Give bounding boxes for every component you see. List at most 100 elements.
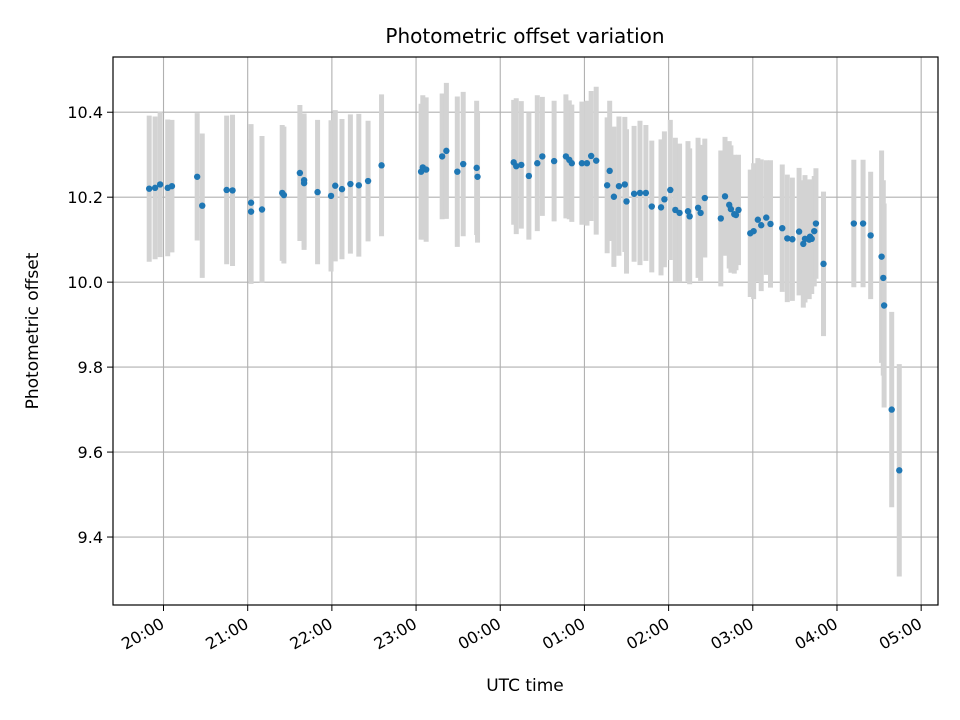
data-point	[603, 182, 611, 189]
data-point	[686, 213, 693, 220]
y-tick-label: 9.6	[78, 443, 103, 462]
data-point	[623, 198, 630, 205]
data-point	[878, 253, 885, 260]
data-point	[767, 220, 774, 228]
y-tick-label: 10.2	[67, 188, 103, 207]
data-point	[550, 157, 558, 165]
data-point	[661, 196, 668, 203]
data-point	[763, 214, 770, 221]
data-point	[223, 186, 230, 194]
data-point	[717, 215, 725, 222]
data-point	[697, 209, 704, 217]
data-point	[880, 274, 887, 282]
data-point	[518, 161, 525, 169]
data-point	[193, 173, 201, 180]
data-point	[229, 187, 236, 194]
data-point	[657, 204, 665, 211]
data-point	[750, 227, 757, 235]
y-tick-label: 10.4	[67, 103, 103, 122]
data-point	[378, 162, 385, 169]
data-point	[636, 189, 644, 197]
data-point	[438, 153, 446, 160]
data-point	[610, 193, 618, 200]
data-point	[587, 152, 595, 160]
data-point	[422, 166, 430, 173]
data-point	[735, 206, 742, 214]
y-tick-label: 9.8	[78, 358, 103, 377]
data-point	[314, 188, 321, 196]
data-point	[630, 190, 638, 197]
data-point	[247, 208, 255, 215]
data-point	[296, 169, 304, 177]
data-point	[784, 235, 791, 242]
data-point	[888, 406, 895, 413]
data-point	[156, 181, 164, 188]
data-point	[258, 206, 266, 213]
data-point	[578, 160, 586, 167]
data-point	[684, 208, 692, 215]
data-point	[332, 182, 339, 189]
data-point	[568, 160, 576, 167]
data-point	[583, 160, 591, 167]
data-point	[474, 173, 481, 180]
data-point	[694, 204, 702, 212]
data-point	[151, 184, 159, 192]
data-point	[168, 182, 176, 190]
data-point	[364, 177, 372, 185]
data-point	[443, 147, 450, 155]
data-point	[525, 172, 533, 180]
data-point	[454, 168, 461, 175]
data-point	[460, 160, 467, 168]
data-point	[513, 162, 520, 170]
data-point	[615, 182, 623, 190]
chart-title: Photometric offset variation	[385, 24, 664, 48]
data-point	[300, 179, 308, 187]
data-point	[247, 199, 255, 206]
data-point	[621, 181, 629, 188]
data-point	[779, 224, 786, 232]
data-point	[648, 203, 655, 210]
data-point	[721, 193, 729, 200]
data-point	[667, 186, 674, 194]
data-point	[896, 467, 903, 474]
y-tick-label: 10.0	[67, 273, 103, 292]
data-point	[539, 153, 546, 160]
y-axis: 9.4 9.6 9.8 10.0 10.2 10.4	[67, 103, 113, 547]
data-point	[800, 240, 807, 248]
y-tick-label: 9.4	[78, 528, 103, 547]
data-point	[701, 194, 709, 202]
data-point	[850, 220, 858, 227]
data-point	[145, 185, 153, 192]
data-point	[812, 220, 820, 227]
data-point	[534, 160, 541, 167]
data-point	[327, 192, 335, 200]
data-point	[338, 185, 346, 193]
data-point	[676, 209, 683, 217]
data-point	[473, 164, 480, 172]
data-point	[727, 205, 735, 213]
data-point	[754, 216, 762, 223]
data-point	[867, 232, 874, 239]
data-point	[795, 228, 803, 235]
data-point	[280, 191, 288, 199]
y-axis-title: Photometric offset	[23, 252, 43, 409]
data-points	[145, 147, 903, 474]
data-point	[593, 157, 600, 164]
data-point	[820, 260, 827, 268]
data-point	[880, 302, 888, 309]
data-point	[347, 180, 354, 188]
data-point	[355, 182, 363, 189]
plot-frame	[112, 56, 939, 606]
data-point	[642, 189, 650, 197]
data-point	[606, 167, 613, 175]
data-point	[789, 236, 796, 243]
x-axis-title: UTC time	[486, 676, 564, 696]
data-point	[859, 220, 867, 227]
data-point	[811, 227, 818, 235]
data-point	[758, 222, 765, 229]
data-point	[808, 235, 815, 243]
data-point	[732, 211, 740, 219]
data-point	[199, 202, 206, 209]
